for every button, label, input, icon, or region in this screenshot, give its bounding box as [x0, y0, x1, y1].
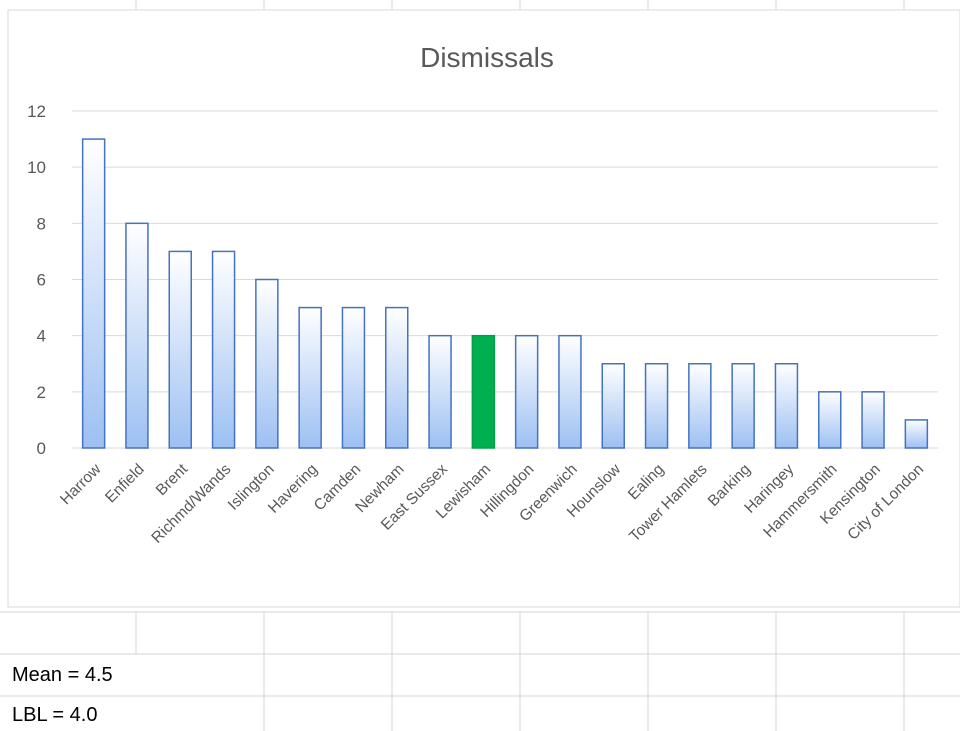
chart-area[interactable]: [7, 9, 960, 608]
bar-barking[interactable]: [731, 363, 755, 449]
bar-enfield[interactable]: [125, 222, 149, 449]
bar-harrow[interactable]: [81, 138, 106, 449]
bar-ealing[interactable]: [644, 363, 669, 449]
bar-hammersmith[interactable]: [818, 391, 842, 449]
bar-haringey[interactable]: [774, 363, 799, 449]
lbl-cell: LBL = 4.0: [12, 704, 98, 726]
bar-city-of-london[interactable]: [904, 419, 929, 449]
bar-islington[interactable]: [255, 278, 279, 449]
bar-greenwich[interactable]: [558, 334, 582, 449]
bar-newham[interactable]: [385, 306, 409, 449]
bar-havering[interactable]: [298, 306, 322, 449]
y-tick-label: 6: [37, 271, 46, 290]
bar-brent[interactable]: [168, 250, 192, 449]
y-tick-label: 4: [37, 327, 46, 346]
y-tick-label: 8: [37, 214, 46, 233]
bar-kensington[interactable]: [861, 391, 885, 449]
bar-hillingdon[interactable]: [514, 334, 539, 449]
bar-richmd-wands[interactable]: [211, 250, 236, 449]
y-tick-label: 2: [37, 383, 46, 402]
bars: [81, 138, 929, 449]
bar-hounslow[interactable]: [601, 363, 625, 449]
chart-title: Dismissals: [420, 42, 554, 73]
bar-lewisham[interactable]: [471, 334, 496, 449]
bar-east-sussex[interactable]: [428, 334, 452, 449]
bar-tower-hamlets[interactable]: [688, 363, 712, 449]
y-tick-label: 12: [27, 102, 46, 121]
mean-cell: Mean = 4.5: [12, 664, 113, 686]
y-tick-label: 0: [37, 439, 46, 458]
y-axis-tick-labels: 0 2 4 6 8 10 12: [27, 102, 46, 458]
bar-camden[interactable]: [341, 306, 366, 449]
y-tick-label: 10: [27, 158, 46, 177]
